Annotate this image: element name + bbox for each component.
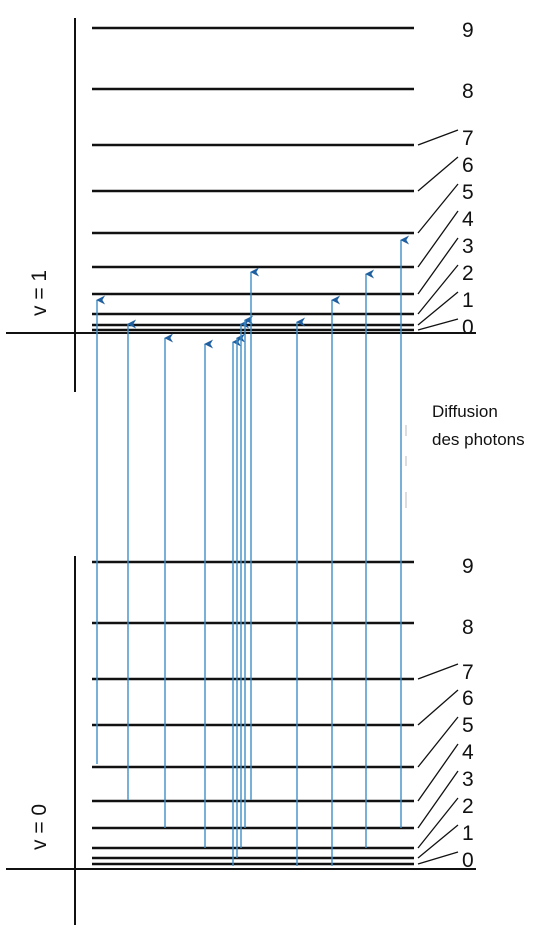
lower-level-label-6: 6 [462,687,474,710]
upper-level-label-8: 8 [462,80,474,103]
upper-level-label-0: 0 [462,316,474,339]
upper-levels: 9 8 7 6 5 4 3 2 1 0 [92,19,474,339]
lower-level-label-2: 2 [462,795,474,818]
lower-leader-2 [417,797,459,849]
lower-state-label: v = 0 [28,804,51,850]
upper-leader-0 [417,318,459,331]
upper-leader-6 [417,156,459,192]
lower-leader-6 [417,689,459,726]
upper-level-label-7: 7 [462,127,474,150]
upper-level-label-2: 2 [462,262,474,285]
lower-leader-1 [417,824,459,859]
lower-leader-4 [417,743,459,802]
lower-level-label-5: 5 [462,714,474,737]
upper-level-label-3: 3 [462,235,474,258]
upper-leader-5 [417,183,459,234]
upper-leader-1 [417,291,459,326]
upper-level-label-6: 6 [462,154,474,177]
upper-leader-2 [417,264,459,315]
upper-level-label-4: 4 [462,208,474,231]
lower-level-label-4: 4 [462,741,474,764]
lower-leader-0 [417,851,459,865]
lower-axis [6,556,476,925]
lower-level-label-1: 1 [462,822,474,845]
lower-level-label-8: 8 [462,616,474,639]
upper-leader-4 [417,210,459,268]
caption-line-2: des photons [432,430,525,449]
upper-leader-7 [417,129,459,146]
caption-line-1: Diffusion [432,402,498,421]
upper-state-label: v = 1 [28,270,51,316]
lower-level-label-0: 0 [462,849,474,872]
lower-level-label-3: 3 [462,768,474,791]
upper-leader-3 [417,237,459,295]
lower-leader-3 [417,770,459,829]
transition-arrows [96,235,410,866]
upper-level-label-9: 9 [462,19,474,42]
lower-levels: 9 8 7 6 5 4 3 2 1 0 [92,555,474,872]
lower-level-label-7: 7 [462,661,474,684]
upper-level-label-1: 1 [462,289,474,312]
caption: Diffusion des photons [432,398,525,454]
lower-level-label-9: 9 [462,555,474,578]
upper-level-label-5: 5 [462,181,474,204]
lower-leader-7 [417,663,459,680]
lower-leader-5 [417,716,459,768]
